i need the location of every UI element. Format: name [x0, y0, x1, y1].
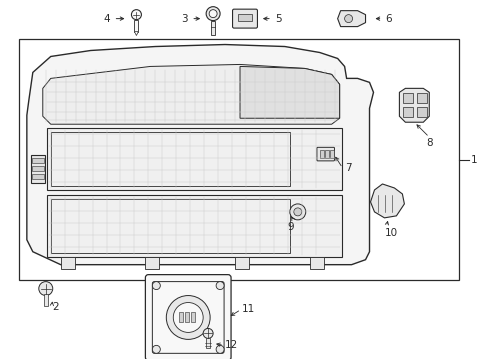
- Bar: [44, 293, 48, 306]
- Bar: [325, 150, 329, 158]
- Circle shape: [166, 296, 210, 339]
- Bar: [47, 128, 342, 190]
- Polygon shape: [43, 64, 340, 124]
- Circle shape: [203, 328, 213, 338]
- Bar: [179, 312, 183, 323]
- Text: 3: 3: [182, 14, 188, 24]
- Circle shape: [216, 282, 224, 289]
- Circle shape: [206, 7, 220, 21]
- Text: 6: 6: [386, 14, 392, 24]
- Text: 4: 4: [104, 14, 111, 24]
- Polygon shape: [399, 88, 429, 122]
- Polygon shape: [338, 11, 366, 27]
- Bar: [235, 257, 249, 269]
- Bar: [319, 150, 324, 158]
- Polygon shape: [27, 45, 373, 265]
- Text: 5: 5: [275, 14, 282, 24]
- Text: 10: 10: [385, 228, 397, 238]
- Circle shape: [131, 10, 142, 20]
- Circle shape: [173, 302, 203, 332]
- Bar: [32, 158, 44, 163]
- Bar: [403, 93, 414, 103]
- Bar: [211, 21, 215, 35]
- Text: 12: 12: [225, 340, 238, 350]
- Bar: [61, 257, 74, 269]
- FancyBboxPatch shape: [233, 9, 257, 28]
- Bar: [51, 132, 290, 186]
- Bar: [330, 150, 334, 158]
- Bar: [146, 257, 159, 269]
- Bar: [417, 107, 427, 117]
- Bar: [51, 199, 290, 253]
- Bar: [238, 14, 252, 21]
- Text: 9: 9: [287, 222, 294, 232]
- Bar: [206, 338, 210, 348]
- Bar: [310, 257, 324, 269]
- Bar: [47, 195, 342, 257]
- Bar: [403, 107, 414, 117]
- FancyBboxPatch shape: [317, 147, 335, 161]
- Circle shape: [209, 10, 217, 18]
- Text: 1: 1: [471, 155, 478, 165]
- Circle shape: [290, 204, 306, 220]
- Circle shape: [344, 15, 353, 23]
- Bar: [191, 312, 195, 323]
- Polygon shape: [370, 184, 404, 218]
- Bar: [32, 174, 44, 179]
- Circle shape: [39, 282, 53, 296]
- Circle shape: [152, 282, 160, 289]
- Bar: [19, 39, 459, 280]
- Text: 2: 2: [53, 302, 59, 311]
- Text: 8: 8: [426, 138, 433, 148]
- FancyBboxPatch shape: [146, 275, 231, 360]
- Bar: [134, 20, 138, 32]
- Circle shape: [216, 345, 224, 353]
- Text: 11: 11: [242, 305, 255, 315]
- Polygon shape: [240, 67, 340, 118]
- Bar: [185, 312, 189, 323]
- Bar: [417, 93, 427, 103]
- Text: 7: 7: [344, 163, 351, 173]
- Bar: [31, 155, 45, 183]
- Bar: [32, 166, 44, 171]
- Circle shape: [294, 208, 302, 216]
- Circle shape: [152, 345, 160, 353]
- Polygon shape: [134, 32, 138, 36]
